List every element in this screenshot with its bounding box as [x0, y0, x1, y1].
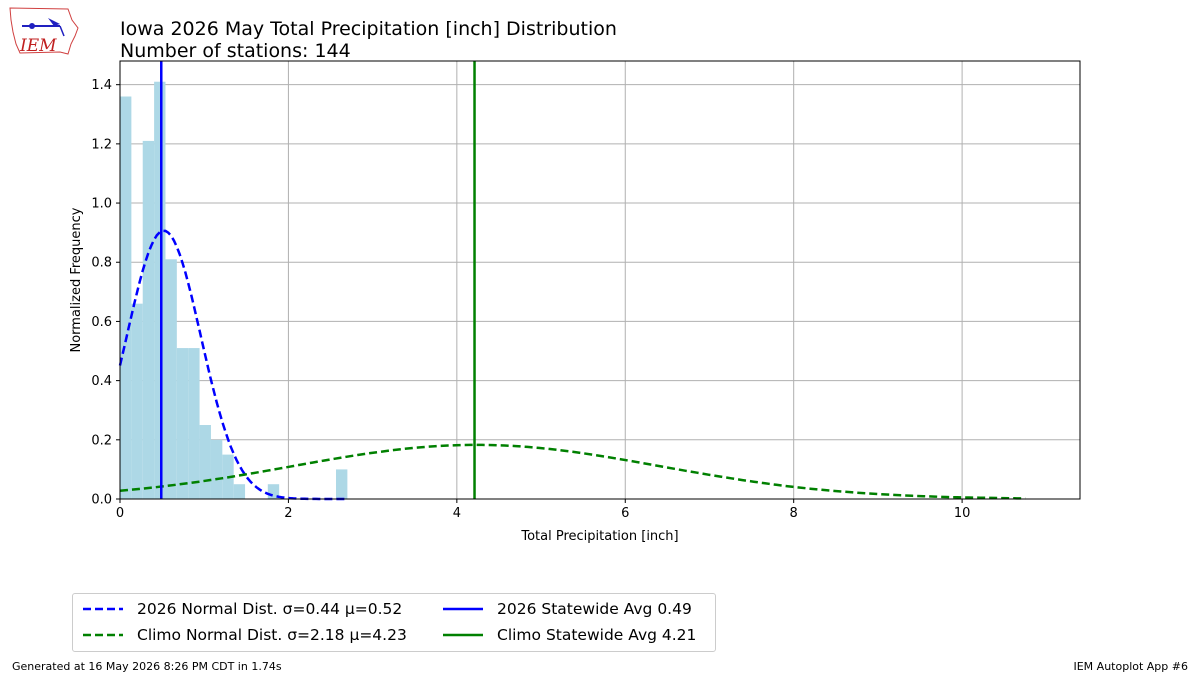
x-tick-label-5: 10 [954, 506, 971, 521]
legend-label-climo-avg: Climo Statewide Avg 4.21 [497, 626, 697, 644]
ticks: 0 2 4 6 8 10 0.0 0.2 0.4 0.6 0.8 1.0 1.2 1.4 [91, 78, 970, 521]
legend-item-climo-avg: Climo Statewide Avg 4.21 [443, 624, 696, 646]
series-curve-1 [119, 443, 1026, 500]
legend-item-current-avg: 2026 Statewide Avg 0.49 [443, 598, 692, 620]
histogram-bar-1 [131, 303, 143, 499]
series-curve-0 [118, 229, 348, 501]
legend-label-climo-normal: Climo Normal Dist. σ=2.18 μ=4.23 [137, 626, 407, 644]
footer-app: IEM Autoplot App #6 [1073, 660, 1188, 673]
legend-item-climo-normal: Climo Normal Dist. σ=2.18 μ=4.23 [83, 624, 407, 646]
y-tick-label-7: 1.4 [91, 78, 112, 93]
y-tick-label-5: 1.0 [91, 197, 112, 212]
histogram-bar-19 [336, 469, 348, 499]
footer-generated: Generated at 16 May 2026 8:26 PM CDT in … [12, 660, 282, 673]
chart: 0 2 4 6 8 10 0.0 0.2 0.4 0.6 0.8 1.0 1.2 1.4 Total Pr… [69, 60, 1081, 544]
histogram-bar-3 [154, 81, 166, 499]
histogram-bar-8 [210, 439, 223, 499]
chart-subtitle: Number of stations: 144 [120, 40, 351, 62]
y-tick-label-0: 0.0 [91, 493, 112, 508]
histogram-bar-0 [120, 96, 132, 499]
histogram-bar-4 [165, 259, 177, 499]
histogram-bar-6 [188, 348, 200, 499]
series-lines [118, 61, 1026, 501]
chart-title: Iowa 2026 May Total Precipitation [inch]… [120, 18, 617, 40]
y-tick-label-2: 0.4 [91, 374, 112, 389]
x-tick-label-3: 6 [621, 506, 629, 521]
legend-label-current-normal: 2026 Normal Dist. σ=0.44 μ=0.52 [137, 600, 403, 618]
y-tick-label-3: 0.6 [91, 315, 112, 330]
x-tick-label-1: 2 [284, 506, 292, 521]
legend-item-current-normal: 2026 Normal Dist. σ=0.44 μ=0.52 [83, 598, 402, 620]
legend-swatch-current-avg [443, 607, 483, 611]
histogram-bar-10 [233, 484, 246, 499]
logo-text: IEM [19, 36, 57, 56]
iem-logo: IEM [9, 7, 79, 56]
histogram-bar-5 [176, 348, 189, 499]
plot-frame [119, 60, 1081, 500]
histogram-bar-13 [267, 484, 280, 499]
legend-swatch-climo-normal [83, 633, 123, 637]
x-tick-label-2: 4 [453, 506, 461, 521]
y-tick-label-6: 1.2 [91, 137, 112, 152]
x-tick-label-0: 0 [116, 506, 124, 521]
x-axis-label: Total Precipitation [inch] [520, 529, 678, 544]
grid [119, 61, 1080, 500]
legend-swatch-current-normal [83, 607, 123, 611]
x-tick-label-4: 8 [790, 506, 798, 521]
y-axis-label: Normalized Frequency [69, 207, 84, 352]
histogram-bar-2 [142, 140, 155, 500]
y-tick-label-4: 0.8 [91, 256, 112, 271]
legend-swatch-climo-avg [443, 633, 483, 637]
y-tick-label-1: 0.2 [91, 433, 112, 448]
legend: 2026 Normal Dist. σ=0.44 μ=0.52 Climo No… [72, 593, 716, 652]
histogram-bar-7 [199, 425, 211, 499]
legend-label-current-avg: 2026 Statewide Avg 0.49 [497, 600, 692, 618]
